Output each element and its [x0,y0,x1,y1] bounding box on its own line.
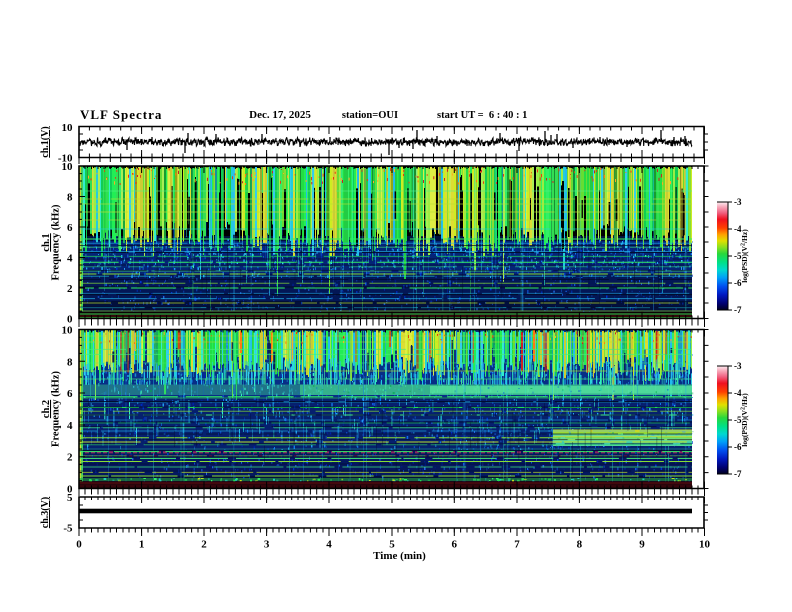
svg-text:station=OUI: station=OUI [342,110,398,121]
svg-text:4: 4 [67,420,73,432]
svg-text:log(PSD)(V2/Hz): log(PSD)(V2/Hz) [740,393,749,447]
svg-text:6: 6 [67,222,73,234]
svg-text:9: 9 [639,539,645,551]
svg-text:5: 5 [67,492,73,504]
svg-text:log(PSD)(V2/Hz): log(PSD)(V2/Hz) [740,229,749,283]
svg-text:0: 0 [67,314,73,326]
svg-text:-7: -7 [734,469,742,479]
svg-text:1: 1 [139,539,145,551]
svg-text:-4: -4 [734,224,742,234]
svg-text:5: 5 [389,539,395,551]
svg-text:ch.2Frequency (kHz): ch.2Frequency (kHz) [41,371,62,447]
svg-text:-3: -3 [734,361,742,371]
svg-text:10: 10 [62,161,74,173]
svg-text:10: 10 [62,122,74,134]
svg-text:-5: -5 [734,415,742,425]
svg-text:-7: -7 [734,305,742,315]
svg-text:0: 0 [67,484,73,496]
svg-text:2: 2 [67,452,73,464]
svg-text:10: 10 [62,325,74,337]
svg-text:2: 2 [201,539,207,551]
svg-text:ch.1(V): ch.1(V) [40,126,51,157]
svg-text:8: 8 [577,539,583,551]
svg-text:ch.3(V): ch.3(V) [40,497,51,528]
svg-text:start UT = 6 : 40 : 1: start UT = 6 : 40 : 1 [437,110,527,121]
svg-text:-5: -5 [63,523,73,535]
svg-text:6: 6 [67,388,73,400]
svg-text:6: 6 [452,539,458,551]
svg-text:8: 8 [67,356,73,368]
svg-text:0: 0 [76,539,82,551]
svg-text:VLF Spectra: VLF Spectra [80,107,162,122]
svg-text:-10: -10 [58,153,73,165]
svg-text:Dec. 17, 2025: Dec. 17, 2025 [249,109,311,121]
svg-text:-3: -3 [734,197,742,207]
svg-text:Time (min): Time (min) [373,550,426,562]
svg-text:8: 8 [67,192,73,204]
svg-text:10: 10 [699,539,711,551]
svg-text:4: 4 [326,539,332,551]
svg-text:7: 7 [514,539,520,551]
svg-text:ch.1Frequency (kHz): ch.1Frequency (kHz) [41,204,62,280]
svg-text:-5: -5 [734,251,742,261]
svg-text:3: 3 [264,539,270,551]
svg-text:2: 2 [67,283,73,295]
svg-text:-6: -6 [734,442,742,452]
svg-text:4: 4 [67,253,73,265]
svg-text:-4: -4 [734,388,742,398]
svg-text:-6: -6 [734,278,742,288]
